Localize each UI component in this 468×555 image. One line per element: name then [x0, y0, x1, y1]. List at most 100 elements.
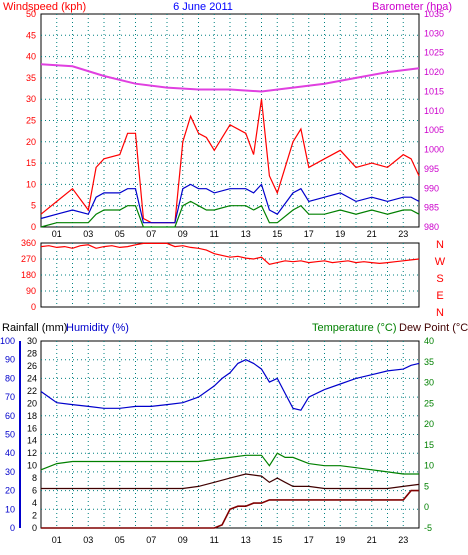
baro-y-tick: 990 [424, 183, 439, 193]
rain-y-tick: 22 [27, 386, 37, 396]
compass-label: E [436, 290, 443, 302]
wind-x-tick-labels: 01 03 05 07 09 11 13 15 17 19 21 23 [52, 229, 409, 239]
humidity-axis-title: Humidity (%) [66, 322, 129, 334]
rain-y-tick: 18 [27, 411, 37, 421]
x-tick: 09 [178, 229, 188, 239]
rain-y-tick: 4 [32, 498, 37, 508]
compass-label: N [436, 307, 444, 319]
baro-y-tick: 1035 [424, 9, 444, 19]
rain-y-tick: 16 [27, 423, 37, 433]
wind-y-tick: 0 [31, 222, 36, 232]
rain-y-tick: 14 [27, 436, 37, 446]
rain-y-tick: 2 [32, 511, 37, 521]
x-tick: 19 [335, 535, 345, 545]
wind-y-tick: 25 [26, 116, 36, 126]
temp-y-tick: -5 [424, 523, 432, 533]
baro-y-tick: 1000 [424, 145, 444, 155]
x-tick: 17 [304, 229, 314, 239]
x-tick: 03 [83, 229, 93, 239]
temp-y-tick: 40 [424, 336, 434, 346]
x-tick: 05 [115, 229, 125, 239]
rainfall-line [41, 489, 419, 529]
wind-y-tick: 35 [26, 73, 36, 83]
wind-y-tick: 20 [26, 137, 36, 147]
humidity-y-tick: 70 [5, 392, 15, 402]
humidity-y-tick: 80 [5, 373, 15, 383]
x-tick: 05 [115, 535, 125, 545]
wind-y-tick: 15 [26, 158, 36, 168]
temp-grid [19, 341, 419, 528]
temp-y-tick: 25 [424, 398, 434, 408]
temp-y-tick-labels: -5 0 5 10 15 20 25 30 35 40 [424, 336, 434, 533]
x-tick: 15 [272, 535, 282, 545]
x-tick: 13 [241, 535, 251, 545]
wind_speed-line [40, 99, 420, 224]
x-tick: 07 [146, 229, 156, 239]
compass-label: N [436, 239, 444, 251]
wind_direction-line [40, 242, 420, 265]
temp-y-tick: 20 [424, 419, 434, 429]
humidity-y-tick: 0 [10, 523, 15, 533]
x-tick: 01 [52, 535, 62, 545]
baro-y-tick: 985 [424, 203, 439, 213]
x-tick: 09 [178, 535, 188, 545]
humidity-y-tick: 60 [5, 411, 15, 421]
humidity-line [40, 359, 420, 411]
direction-y-tick: 90 [26, 286, 36, 296]
temp-y-tick: 30 [424, 378, 434, 388]
baro-y-tick: 1005 [424, 125, 444, 135]
x-tick: 03 [83, 535, 93, 545]
x-tick: 23 [398, 535, 408, 545]
baro-y-tick: 1025 [424, 48, 444, 58]
dewpoint-axis-title: Dew Point (°C) [399, 322, 468, 334]
temp-y-tick: 10 [424, 461, 434, 471]
baro-y-tick: 980 [424, 222, 439, 232]
compass-label: W [435, 256, 446, 268]
temp-y-tick: 5 [424, 481, 429, 491]
rain-y-tick: 12 [27, 448, 37, 458]
rain-y-tick: 24 [27, 373, 37, 383]
wind-y-tick: 10 [26, 179, 36, 189]
humidity-y-tick: 40 [5, 448, 15, 458]
temperature-line [40, 452, 419, 475]
x-tick: 21 [367, 535, 377, 545]
x-tick: 21 [367, 229, 377, 239]
temp-y-tick: 0 [424, 502, 429, 512]
x-tick: 19 [335, 229, 345, 239]
x-tick: 13 [241, 229, 251, 239]
direction-y-tick: 0 [31, 302, 36, 312]
direction-y-tick-labels: 0 90 180 270 360 [21, 238, 36, 312]
direction-marks [40, 242, 420, 265]
humidity-y-tick: 100 [0, 336, 15, 346]
wind-y-tick: 5 [31, 201, 36, 211]
x-tick: 07 [146, 535, 156, 545]
x-tick: 01 [52, 229, 62, 239]
barometer-line [40, 63, 420, 93]
direction-y-tick: 270 [21, 254, 36, 264]
wind-y-tick-labels: 0 5 10 15 20 25 30 35 40 45 50 [26, 9, 36, 232]
chart-date-title: 6 June 2011 [173, 1, 233, 13]
baro-y-tick: 1010 [424, 106, 444, 116]
temperature-axis-title: Temperature (°C) [312, 322, 396, 334]
direction-y-tick: 180 [21, 270, 36, 280]
wind-y-tick: 30 [26, 94, 36, 104]
rain-y-tick: 6 [32, 486, 37, 496]
direction-grid [41, 243, 419, 307]
baro-y-tick: 995 [424, 164, 439, 174]
baro-axis-title: Barometer (hpa) [372, 1, 452, 13]
baro-y-tick: 1030 [424, 28, 444, 38]
wind-axis-title: Windspeed (kph) [3, 1, 86, 13]
rain-y-tick: 10 [27, 461, 37, 471]
rain-y-tick: 26 [27, 361, 37, 371]
baro-y-tick: 1020 [424, 67, 444, 77]
baro-y-tick: 1015 [424, 86, 444, 96]
wind-plot-frame [40, 13, 420, 228]
rain-y-tick: 8 [32, 473, 37, 483]
temp-y-tick: 35 [424, 357, 434, 367]
wind-y-tick: 45 [26, 30, 36, 40]
x-tick: 23 [398, 229, 408, 239]
